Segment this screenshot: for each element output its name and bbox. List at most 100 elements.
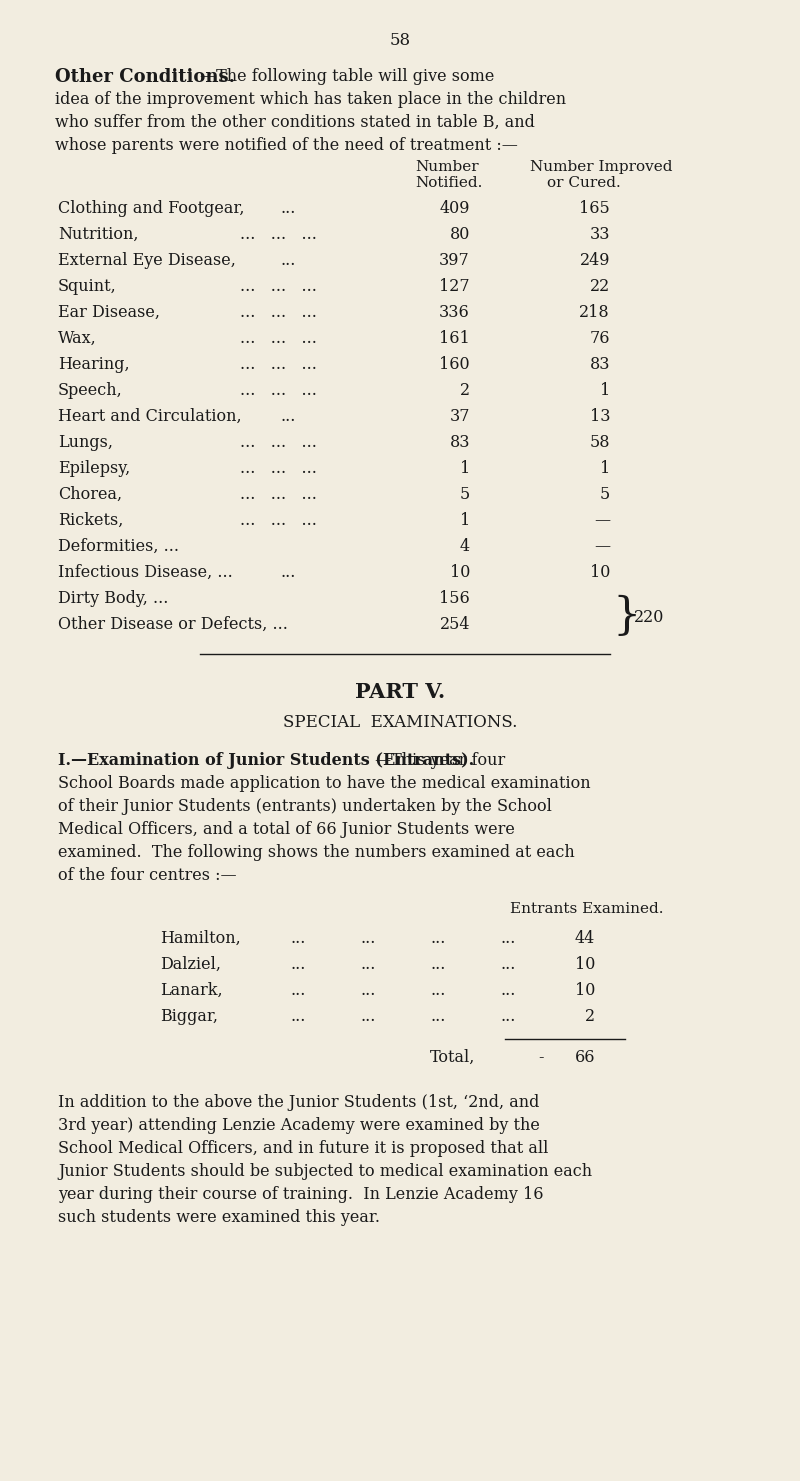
Text: Medical Officers, and a total of 66 Junior Students were: Medical Officers, and a total of 66 Juni… <box>58 820 515 838</box>
Text: Total,: Total, <box>430 1049 475 1066</box>
Text: 156: 156 <box>439 589 470 607</box>
Text: ...: ... <box>290 982 306 1000</box>
Text: I.—Examination of Junior Students (Entrants).: I.—Examination of Junior Students (Entra… <box>58 752 474 769</box>
Text: ...: ... <box>500 930 515 946</box>
Text: ...: ... <box>430 930 446 946</box>
Text: 254: 254 <box>439 616 470 632</box>
Text: 249: 249 <box>579 252 610 270</box>
Text: 1: 1 <box>460 512 470 529</box>
Text: 76: 76 <box>590 330 610 347</box>
Text: ...   ...   ...: ... ... ... <box>240 382 317 398</box>
Text: Other Conditions.: Other Conditions. <box>55 68 235 86</box>
Text: ...   ...   ...: ... ... ... <box>240 278 317 295</box>
Text: 10: 10 <box>450 564 470 581</box>
Text: Notified.: Notified. <box>415 176 482 190</box>
Text: School Boards made application to have the medical examination: School Boards made application to have t… <box>58 775 590 792</box>
Text: 336: 336 <box>439 304 470 321</box>
Text: ...   ...   ...: ... ... ... <box>240 304 317 321</box>
Text: -: - <box>538 1049 543 1066</box>
Text: 22: 22 <box>590 278 610 295</box>
Text: ...: ... <box>290 957 306 973</box>
Text: 218: 218 <box>579 304 610 321</box>
Text: Biggar,: Biggar, <box>160 1009 218 1025</box>
Text: who suffer from the other conditions stated in table B, and: who suffer from the other conditions sta… <box>55 114 535 130</box>
Text: ...: ... <box>360 957 375 973</box>
Text: 160: 160 <box>439 355 470 373</box>
Text: of their Junior Students (entrants) undertaken by the School: of their Junior Students (entrants) unde… <box>58 798 552 815</box>
Text: 66: 66 <box>574 1049 595 1066</box>
Text: ...   ...   ...: ... ... ... <box>240 461 317 477</box>
Text: ...: ... <box>500 1009 515 1025</box>
Text: ...: ... <box>430 957 446 973</box>
Text: ...: ... <box>500 957 515 973</box>
Text: ...: ... <box>290 1009 306 1025</box>
Text: 1: 1 <box>460 461 470 477</box>
Text: idea of the improvement which has taken place in the children: idea of the improvement which has taken … <box>55 90 566 108</box>
Text: Nutrition,: Nutrition, <box>58 227 138 243</box>
Text: External Eye Disease,: External Eye Disease, <box>58 252 236 270</box>
Text: 33: 33 <box>590 227 610 243</box>
Text: ...: ... <box>280 564 295 581</box>
Text: Hamilton,: Hamilton, <box>160 930 241 946</box>
Text: ...   ...   ...: ... ... ... <box>240 434 317 452</box>
Text: ...: ... <box>280 252 295 270</box>
Text: 5: 5 <box>460 486 470 504</box>
Text: Other Disease or Defects, ...: Other Disease or Defects, ... <box>58 616 288 632</box>
Text: 10: 10 <box>590 564 610 581</box>
Text: or Cured.: or Cured. <box>547 176 621 190</box>
Text: 220: 220 <box>634 609 664 626</box>
Text: 5: 5 <box>600 486 610 504</box>
Text: Infectious Disease, ...: Infectious Disease, ... <box>58 564 233 581</box>
Text: Dalziel,: Dalziel, <box>160 957 221 973</box>
Text: 127: 127 <box>439 278 470 295</box>
Text: ...: ... <box>280 200 295 218</box>
Text: Lungs,: Lungs, <box>58 434 113 452</box>
Text: 165: 165 <box>579 200 610 218</box>
Text: 397: 397 <box>439 252 470 270</box>
Text: ...: ... <box>360 930 375 946</box>
Text: ...   ...   ...: ... ... ... <box>240 330 317 347</box>
Text: Epilepsy,: Epilepsy, <box>58 461 130 477</box>
Text: whose parents were notified of the need of treatment :—: whose parents were notified of the need … <box>55 138 518 154</box>
Text: —: — <box>594 538 610 555</box>
Text: ...: ... <box>500 982 515 1000</box>
Text: 10: 10 <box>574 957 595 973</box>
Text: ...: ... <box>280 407 295 425</box>
Text: of the four centres :—: of the four centres :— <box>58 866 237 884</box>
Text: 13: 13 <box>590 407 610 425</box>
Text: Entrants Examined.: Entrants Examined. <box>510 902 663 917</box>
Text: 409: 409 <box>439 200 470 218</box>
Text: such students were examined this year.: such students were examined this year. <box>58 1208 380 1226</box>
Text: SPECIAL  EXAMINATIONS.: SPECIAL EXAMINATIONS. <box>283 714 517 732</box>
Text: ...: ... <box>430 982 446 1000</box>
Text: 2: 2 <box>460 382 470 398</box>
Text: ...: ... <box>360 982 375 1000</box>
Text: ...: ... <box>360 1009 375 1025</box>
Text: 1: 1 <box>600 382 610 398</box>
Text: Chorea,: Chorea, <box>58 486 122 504</box>
Text: 1: 1 <box>600 461 610 477</box>
Text: Rickets,: Rickets, <box>58 512 123 529</box>
Text: Clothing and Footgear,: Clothing and Footgear, <box>58 200 245 218</box>
Text: ...   ...   ...: ... ... ... <box>240 512 317 529</box>
Text: School Medical Officers, and in future it is proposed that all: School Medical Officers, and in future i… <box>58 1140 548 1157</box>
Text: 161: 161 <box>439 330 470 347</box>
Text: —This year four: —This year four <box>375 752 506 769</box>
Text: ...: ... <box>430 1009 446 1025</box>
Text: Hearing,: Hearing, <box>58 355 130 373</box>
Text: 2: 2 <box>585 1009 595 1025</box>
Text: Speech,: Speech, <box>58 382 122 398</box>
Text: Wax,: Wax, <box>58 330 97 347</box>
Text: 37: 37 <box>450 407 470 425</box>
Text: examined.  The following shows the numbers examined at each: examined. The following shows the number… <box>58 844 574 860</box>
Text: ...   ...   ...: ... ... ... <box>240 355 317 373</box>
Text: Number: Number <box>415 160 478 173</box>
Text: ...: ... <box>290 930 306 946</box>
Text: Ear Disease,: Ear Disease, <box>58 304 160 321</box>
Text: Dirty Body, ...: Dirty Body, ... <box>58 589 168 607</box>
Text: Lanark,: Lanark, <box>160 982 222 1000</box>
Text: 4: 4 <box>460 538 470 555</box>
Text: Number Improved: Number Improved <box>530 160 673 173</box>
Text: 58: 58 <box>390 33 410 49</box>
Text: 44: 44 <box>574 930 595 946</box>
